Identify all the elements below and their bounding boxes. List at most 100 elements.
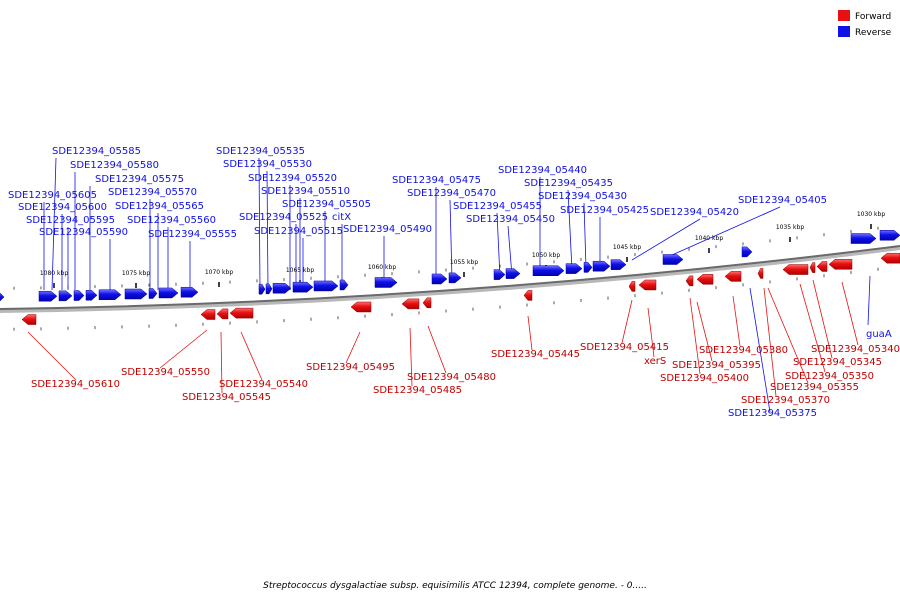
gene-label-forward[interactable]: SDE12394_05495 [306, 362, 395, 373]
gene-label-reverse[interactable]: SDE12394_05535 [216, 146, 305, 157]
gene-arrow-forward[interactable] [782, 264, 809, 275]
gene-arrow-reverse[interactable] [879, 230, 900, 241]
gene-label-reverse[interactable]: SDE12394_05530 [223, 159, 312, 170]
gene-arrow-reverse[interactable] [85, 290, 98, 301]
gene-arrow-reverse[interactable] [741, 246, 753, 258]
gene-label-reverse[interactable]: SDE12394_05505 [282, 199, 371, 210]
gene-arrow-reverse[interactable] [532, 265, 565, 276]
gene-label-forward[interactable]: SDE12394_05445 [491, 349, 580, 360]
gene-arrow-forward[interactable] [696, 274, 714, 285]
gene-label-reverse[interactable]: SDE12394_05405 [738, 195, 827, 206]
gene-arrow-forward[interactable] [816, 261, 828, 272]
gene-label-forward[interactable]: SDE12394_05485 [373, 385, 462, 396]
gene-label-forward[interactable]: SDE12394_05550 [121, 367, 210, 378]
gene-arrow-reverse[interactable] [850, 233, 877, 244]
gene-arrow-reverse[interactable] [592, 260, 611, 272]
gene-arrow-reverse[interactable] [448, 272, 462, 284]
gene-label-reverse[interactable]: SDE12394_05455 [453, 201, 542, 212]
gene-arrow-reverse[interactable] [58, 290, 73, 302]
gene-label-reverse[interactable]: citX [332, 212, 351, 223]
gene-arrow-reverse[interactable] [98, 289, 122, 301]
gene-arrow-reverse[interactable] [431, 273, 448, 285]
gene-arrow-forward[interactable] [809, 262, 816, 273]
gene-arrow-forward[interactable] [401, 298, 420, 310]
gene-label-reverse[interactable]: SDE12394_05435 [524, 178, 613, 189]
gene-arrow-forward[interactable] [422, 297, 432, 309]
gene-label-forward[interactable]: SDE12394_05480 [407, 372, 496, 383]
gene-label-reverse[interactable]: SDE12394_05575 [95, 174, 184, 185]
gene-label-forward[interactable]: SDE12394_05380 [699, 345, 788, 356]
gene-label-forward[interactable]: SDE12394_05545 [182, 392, 271, 403]
gene-arrow-reverse[interactable] [583, 262, 593, 273]
gene-arrow-reverse[interactable] [493, 269, 506, 280]
gene-label-reverse[interactable]: SDE12394_05560 [127, 215, 216, 226]
gene-label-reverse[interactable]: SDE12394_05515 [254, 226, 343, 237]
gene-arrow-reverse[interactable] [180, 286, 199, 298]
gene-label-reverse[interactable]: SDE12394_05425 [560, 205, 649, 216]
gene-arrow-reverse[interactable] [610, 259, 627, 270]
gene-label-reverse[interactable]: guaA [866, 329, 892, 340]
gene-arrow-forward[interactable] [216, 308, 229, 320]
gene-label-forward[interactable]: SDE12394_05355 [770, 382, 859, 393]
gene-label-reverse[interactable]: SDE12394_05555 [148, 229, 237, 240]
gene-arrow-forward[interactable] [200, 309, 216, 320]
gene-label-reverse[interactable]: SDE12394_05510 [261, 186, 350, 197]
gene-arrow-reverse[interactable] [313, 280, 339, 292]
gene-arrow-forward[interactable] [828, 259, 853, 270]
gene-arrow-forward[interactable] [880, 252, 900, 264]
gene-label-reverse[interactable]: SDE12394_05605 [8, 190, 97, 201]
gene-label-forward[interactable]: SDE12394_05400 [660, 373, 749, 384]
gene-label-forward[interactable]: SDE12394_05350 [785, 371, 874, 382]
gene-arrow-forward[interactable] [757, 268, 764, 279]
gene-arrow-forward[interactable] [350, 301, 372, 313]
gene-label-forward[interactable]: xerS [644, 356, 666, 367]
gene-label-reverse[interactable]: SDE12394_05470 [407, 188, 496, 199]
gene-label-reverse[interactable]: SDE12394_05430 [538, 191, 627, 202]
gene-arrow-forward[interactable] [638, 279, 657, 291]
gene-label-reverse[interactable]: SDE12394_05585 [52, 146, 141, 157]
gene-arrow-reverse[interactable] [662, 254, 684, 265]
gene-arrow-reverse[interactable] [158, 287, 179, 299]
gene-label-reverse[interactable]: SDE12394_05580 [70, 160, 159, 171]
tick-label: 1060 kbp [368, 264, 396, 271]
gene-arrow-reverse[interactable] [505, 268, 521, 279]
gene-label-reverse[interactable]: SDE12394_05525 [239, 212, 328, 223]
gene-arrow-reverse[interactable] [258, 283, 266, 295]
gene-label-forward[interactable]: SDE12394_05340 [811, 344, 900, 355]
gene-label-forward[interactable]: SDE12394_05415 [580, 342, 669, 353]
gene-label-reverse[interactable]: SDE12394_05375 [728, 408, 817, 419]
gene-arrow-reverse[interactable] [38, 290, 58, 302]
gene-arrow-forward[interactable] [523, 290, 533, 301]
gene-arrow-reverse[interactable] [124, 288, 148, 300]
gene-arrow-reverse[interactable] [374, 277, 398, 288]
gene-arrow-forward[interactable] [21, 314, 37, 325]
gene-label-reverse[interactable]: SDE12394_05570 [108, 187, 197, 198]
gene-label-forward[interactable]: SDE12394_05610 [31, 379, 120, 390]
gene-label-reverse[interactable]: SDE12394_05490 [343, 224, 432, 235]
gene-label-forward[interactable]: SDE12394_05540 [219, 379, 308, 390]
gene-label-reverse[interactable]: SDE12394_05440 [498, 165, 587, 176]
gene-label-reverse[interactable]: SDE12394_05600 [18, 202, 107, 213]
gene-label-reverse[interactable]: SDE12394_05565 [115, 201, 204, 212]
gene-arrow-reverse[interactable] [292, 281, 314, 293]
gene-arrow-reverse[interactable] [565, 263, 583, 274]
gene-label-reverse[interactable]: SDE12394_05420 [650, 207, 739, 218]
gene-arrow-reverse[interactable] [73, 290, 85, 301]
gene-arrow-forward[interactable] [724, 271, 742, 282]
gene-label-reverse[interactable]: SDE12394_05520 [248, 173, 337, 184]
gene-label-reverse[interactable]: SDE12394_05595 [26, 215, 115, 226]
gene-arrow-reverse[interactable] [148, 288, 158, 299]
gene-arrow-reverse[interactable] [265, 283, 273, 295]
gene-arrow-reverse[interactable] [0, 292, 5, 302]
gene-label-reverse[interactable]: SDE12394_05475 [392, 175, 481, 186]
gene-arrow-forward[interactable] [628, 281, 636, 292]
gene-arrow-reverse[interactable] [272, 282, 292, 294]
gene-label-forward[interactable]: SDE12394_05370 [741, 395, 830, 406]
gene-label-forward[interactable]: SDE12394_05395 [672, 360, 761, 371]
gene-arrow-reverse[interactable] [339, 279, 349, 291]
gene-arrow-forward[interactable] [685, 275, 694, 287]
gene-arrow-forward[interactable] [229, 307, 254, 319]
gene-label-reverse[interactable]: SDE12394_05450 [466, 214, 555, 225]
gene-label-forward[interactable]: SDE12394_05345 [793, 357, 882, 368]
gene-label-reverse[interactable]: SDE12394_05590 [39, 227, 128, 238]
